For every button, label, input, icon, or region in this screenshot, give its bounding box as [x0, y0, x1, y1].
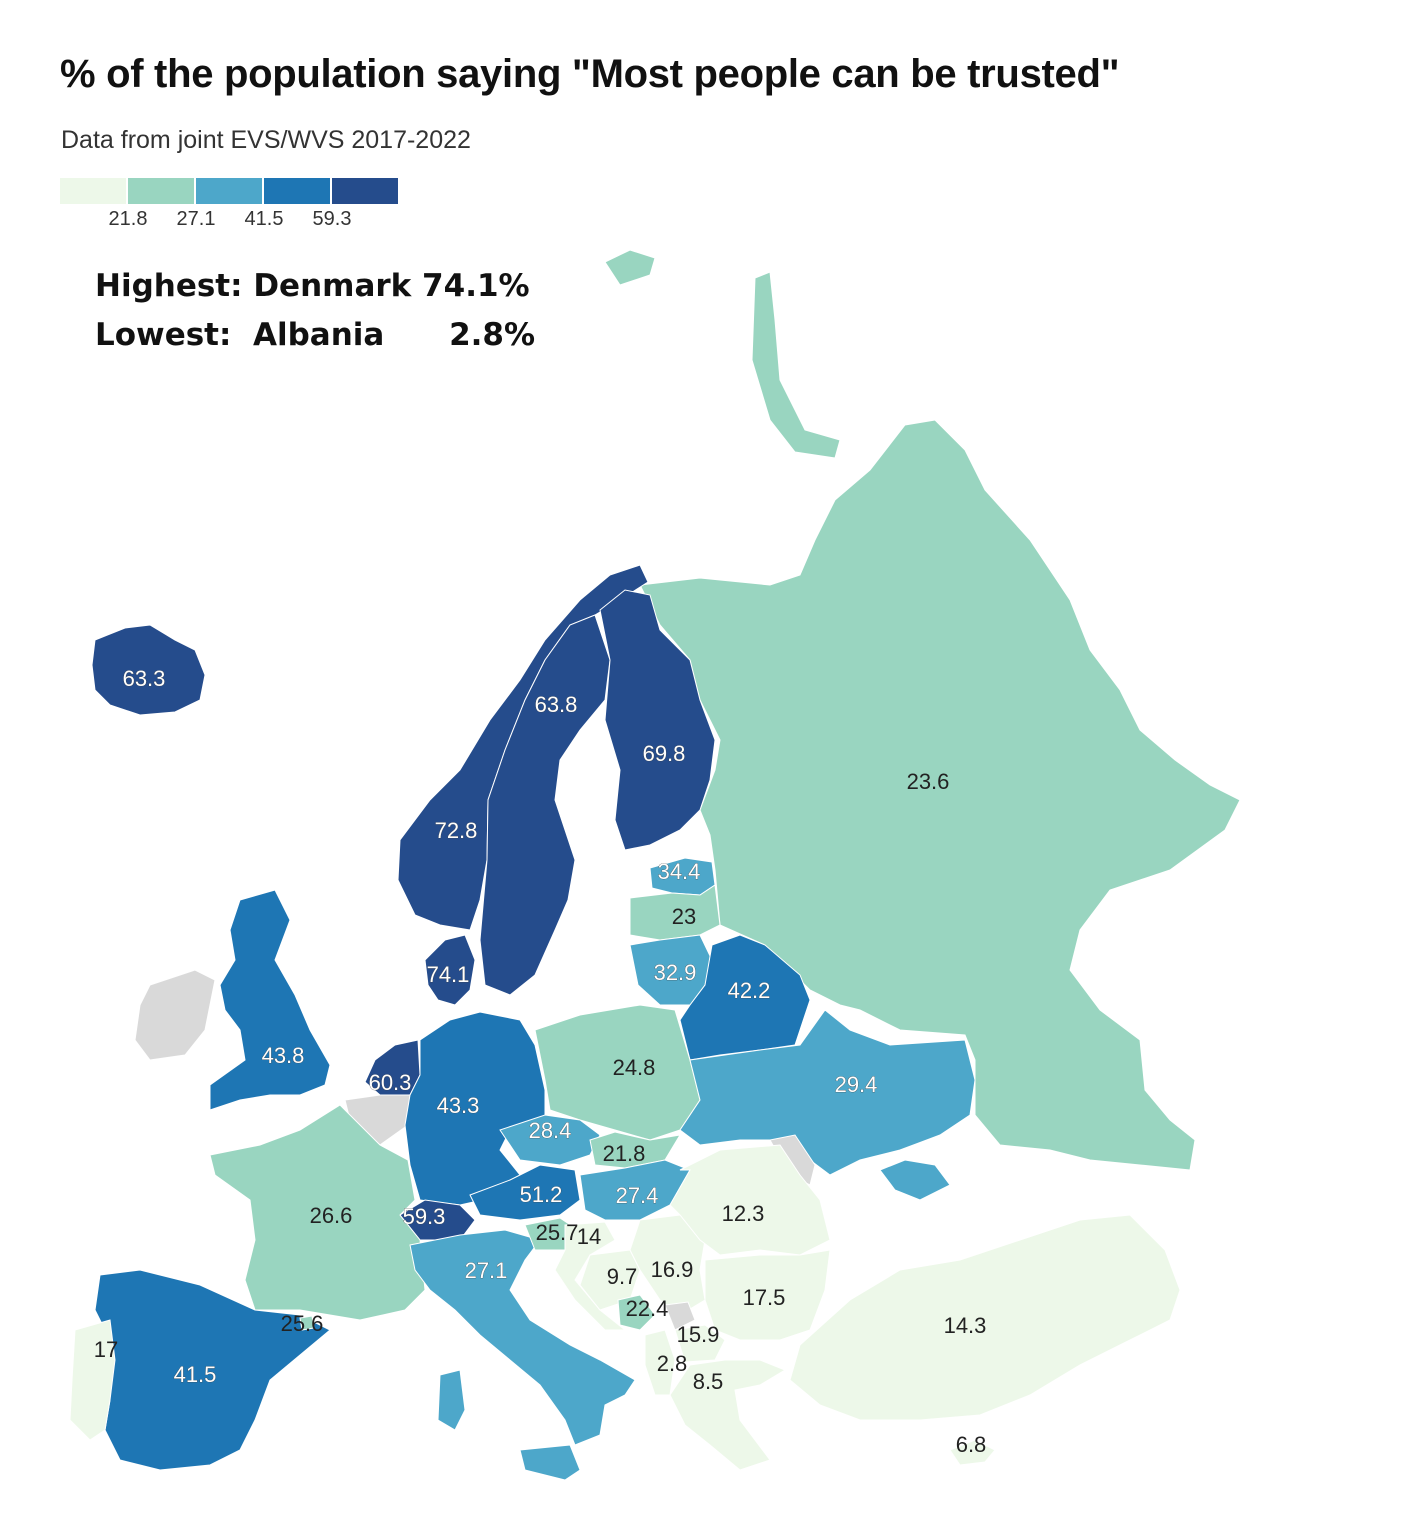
value-label-bosnia: 9.7 [607, 1264, 638, 1289]
value-label-france: 26.6 [310, 1203, 353, 1228]
country-shape-ukraine [679, 1009, 976, 1176]
country-shape-kosovo [664, 1301, 696, 1331]
value-label-finland: 69.8 [643, 741, 686, 766]
country-shape-bulgaria [704, 1249, 831, 1341]
country-shape-uk [209, 889, 331, 1111]
value-label-turkey: 14.3 [944, 1313, 987, 1338]
country-shape-france [209, 1104, 426, 1321]
novaya-zemlya-shape [751, 271, 841, 459]
country-shape-italy [409, 1229, 636, 1446]
highest-stat: Highest: Denmark 74.1% [95, 268, 530, 304]
country-shape-north-macedonia [674, 1324, 726, 1363]
value-label-bulgaria: 17.5 [743, 1285, 786, 1310]
value-label-netherlands: 60.3 [369, 1070, 412, 1095]
value-label-cyprus: 6.8 [956, 1432, 987, 1457]
legend-swatch [332, 178, 398, 204]
stats-box: Highest: Denmark 74.1% Lowest: Albania 2… [95, 262, 535, 360]
legend-tick: 59.3 [312, 208, 352, 230]
value-label-ukraine: 29.4 [835, 1072, 878, 1097]
crimea-shape [879, 1159, 951, 1201]
country-shape-romania [669, 1144, 831, 1256]
page-title: % of the population saying "Most people … [60, 52, 1120, 96]
country-shape-finland [599, 589, 716, 851]
legend-swatch [264, 178, 330, 204]
value-label-belarus: 42.2 [728, 978, 771, 1003]
country-shape-andorra [299, 1315, 315, 1331]
legend-swatch [128, 178, 194, 204]
color-legend: 21.8 27.1 41.5 59.3 [60, 178, 400, 238]
country-shape-russia [639, 419, 1241, 1171]
value-label-poland: 24.8 [613, 1055, 656, 1080]
value-labels: 63.3 72.8 63.8 69.8 23.6 34.4 23 32.9 42… [94, 666, 987, 1457]
country-shape-ireland [134, 969, 216, 1061]
country-shape-greece [669, 1359, 787, 1471]
value-label-romania: 12.3 [722, 1201, 765, 1226]
lowest-stat: Lowest: Albania 2.8% [95, 317, 536, 353]
country-shape-croatia [554, 1221, 627, 1331]
legend-bar [60, 178, 400, 204]
country-shape-cyprus [949, 1439, 996, 1466]
page-subtitle: Data from joint EVS/WVS 2017-2022 [61, 126, 471, 154]
value-label-austria: 51.2 [520, 1182, 563, 1207]
legend-swatch [60, 178, 126, 204]
value-label-estonia: 34.4 [658, 859, 701, 884]
value-label-iceland: 63.3 [123, 666, 166, 691]
value-label-slovakia: 21.8 [603, 1141, 646, 1166]
country-shape-portugal [69, 1319, 116, 1441]
value-label-switzerland: 59.3 [403, 1204, 446, 1229]
country-shape-denmark [424, 934, 476, 1006]
country-shape-sweden [479, 614, 611, 996]
value-label-italy: 27.1 [465, 1258, 508, 1283]
country-shape-montenegro [617, 1294, 656, 1331]
country-shape-austria [469, 1164, 581, 1221]
legend-tick: 27.1 [176, 208, 216, 230]
value-label-serbia: 16.9 [651, 1257, 694, 1282]
value-label-germany: 43.3 [437, 1093, 480, 1118]
value-label-uk: 43.8 [262, 1043, 305, 1068]
country-shape-slovakia [589, 1131, 681, 1169]
country-shape-latvia [629, 884, 721, 941]
legend-tick: 21.8 [108, 208, 148, 230]
country-shape-turkey [789, 1214, 1181, 1421]
value-label-slovenia: 25.7 [536, 1220, 579, 1245]
value-label-portugal: 17 [94, 1337, 118, 1362]
value-label-czechia: 28.4 [529, 1118, 572, 1143]
value-label-lithuania: 32.9 [654, 960, 697, 985]
value-label-croatia: 14 [577, 1224, 601, 1249]
value-label-albania: 2.8 [657, 1351, 688, 1376]
country-shape-iceland [91, 624, 206, 716]
sardinia-shape [437, 1369, 466, 1431]
value-label-hungary: 27.4 [616, 1183, 659, 1208]
legend-tick: 41.5 [244, 208, 284, 230]
svalbard-shape [604, 249, 656, 286]
country-shapes [69, 249, 1241, 1481]
value-label-denmark: 74.1 [427, 962, 470, 987]
value-label-north-macedonia: 15.9 [677, 1322, 720, 1347]
sicily-shape [519, 1444, 581, 1481]
value-label-latvia: 23 [672, 904, 696, 929]
country-shape-germany [404, 1011, 546, 1206]
value-label-montenegro: 22.4 [626, 1296, 669, 1321]
value-label-greece: 8.5 [693, 1369, 724, 1394]
value-label-andorra: 25.6 [281, 1311, 324, 1336]
value-label-spain: 41.5 [174, 1362, 217, 1387]
legend-swatch [196, 178, 262, 204]
value-label-sweden: 63.8 [535, 692, 578, 717]
value-label-russia: 23.6 [907, 769, 950, 794]
value-label-norway: 72.8 [435, 818, 478, 843]
